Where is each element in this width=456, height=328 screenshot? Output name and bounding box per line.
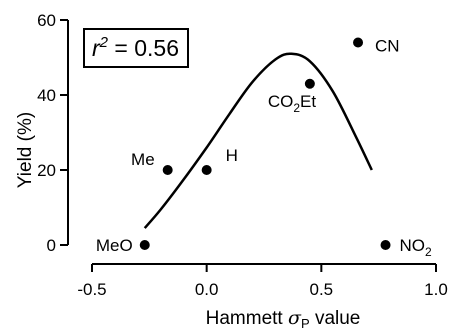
point-label: H <box>226 146 238 165</box>
point-label-subscript: 2 <box>425 245 432 259</box>
r-squared-box: r2 = 0.56 <box>83 28 189 68</box>
x-tick-label: -0.5 <box>77 280 106 299</box>
data-points <box>139 37 391 250</box>
data-point <box>304 78 315 89</box>
x-tick-label: 0.0 <box>195 280 219 299</box>
x-axis-label-subscript: P <box>301 316 310 328</box>
data-point <box>201 165 212 175</box>
point-label-text: CO <box>268 92 294 111</box>
y-ticks: 0 20 40 60 <box>37 11 68 255</box>
point-label-text: H <box>226 146 238 165</box>
r-squared-value: = 0.56 <box>108 35 179 61</box>
point-label: CO2Et <box>268 92 317 115</box>
point-label: MeO <box>96 236 133 255</box>
point-label-text: NO <box>400 236 426 255</box>
data-point <box>353 37 364 48</box>
x-axis-label: Hammett σP value <box>206 307 361 328</box>
fit-curve <box>143 52 373 229</box>
r-squared-label: r2 = 0.56 <box>92 34 179 61</box>
data-point <box>139 240 150 250</box>
r-base: r <box>92 35 101 61</box>
y-tick-label: 0 <box>47 236 56 255</box>
data-point <box>162 165 173 175</box>
point-label: NO2 <box>400 236 433 259</box>
y-axis-label: Yield (%) <box>15 112 36 188</box>
y-tick-label: 60 <box>37 11 56 30</box>
point-label-subscript: 2 <box>293 101 300 115</box>
axes <box>67 20 436 265</box>
annotation-box <box>83 28 189 68</box>
point-label: Me <box>131 150 155 169</box>
y-tick-label: 40 <box>37 86 56 105</box>
y-tick-label: 20 <box>37 161 56 180</box>
point-label-text: MeO <box>96 236 133 255</box>
x-axis-label-suffix: value <box>315 308 360 328</box>
point-label: CN <box>375 37 400 56</box>
point-label-suffix: Et <box>300 92 316 111</box>
data-point <box>380 240 391 250</box>
x-axis-label-symbol: σ <box>288 307 302 328</box>
x-axis-label-text: Hammett <box>206 308 284 328</box>
r-superscript: 2 <box>99 34 109 51</box>
x-tick-label: 1.0 <box>424 280 448 299</box>
point-label-text: CN <box>375 37 400 56</box>
x-ticks: -0.5 0.0 0.5 1.0 <box>77 264 448 299</box>
point-label-text: Me <box>131 150 155 169</box>
x-tick-label: 0.5 <box>310 280 334 299</box>
